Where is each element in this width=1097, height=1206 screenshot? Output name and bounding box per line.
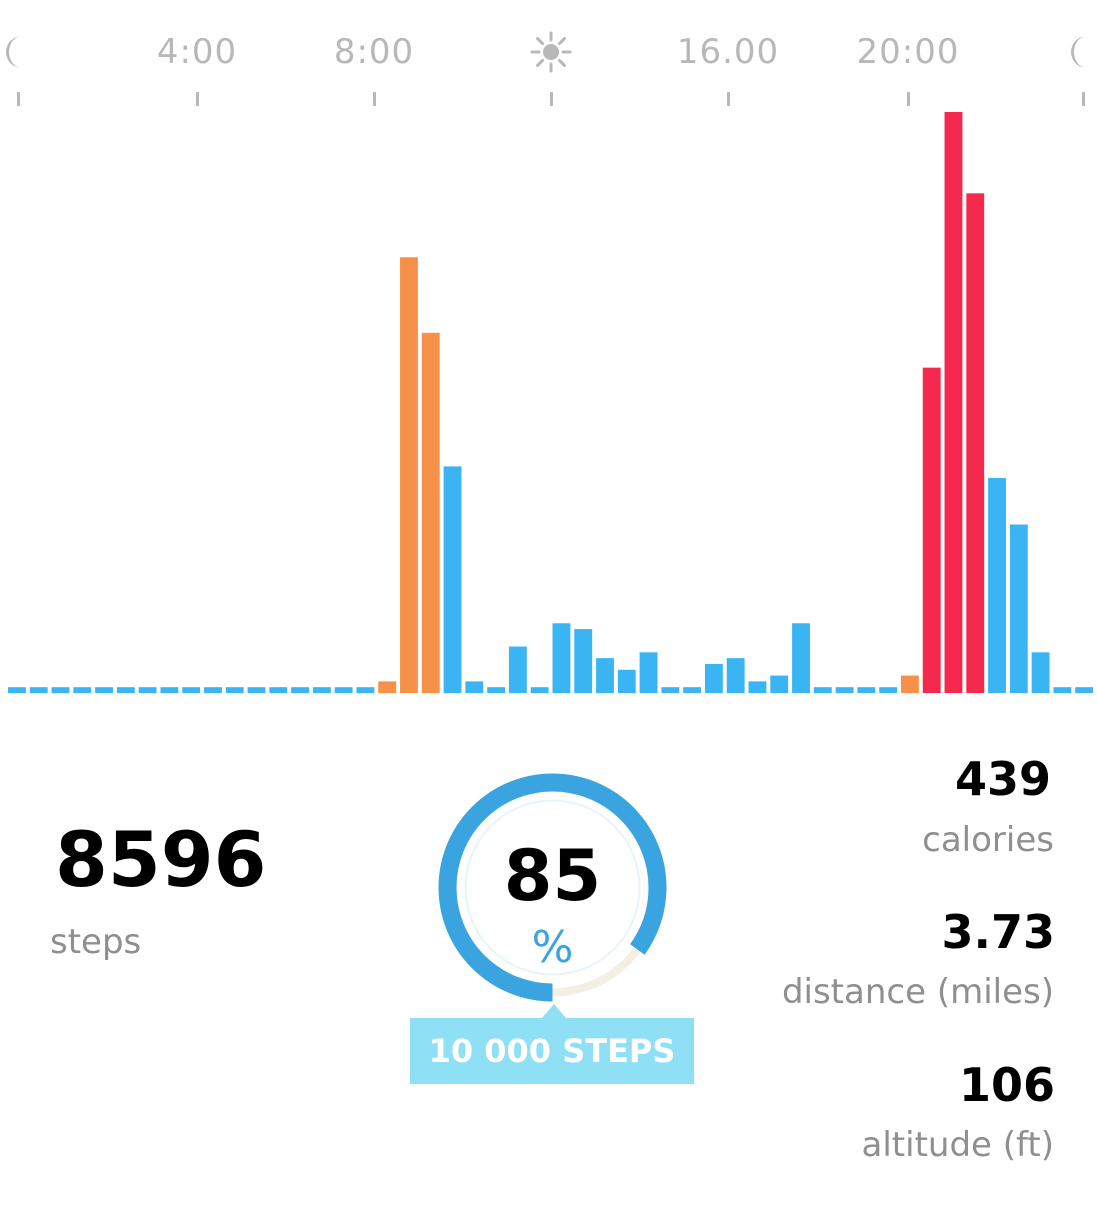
step-bar — [879, 687, 898, 693]
step-bar — [138, 687, 157, 693]
moon-icon — [6, 36, 22, 68]
steps-bar-chart — [8, 112, 1094, 693]
step-bar — [530, 687, 549, 693]
step-bar — [574, 629, 593, 693]
time-tick-mark — [1082, 92, 1085, 106]
goal-percent-sign: % — [531, 922, 574, 973]
step-bar — [182, 687, 201, 693]
step-bar — [8, 687, 26, 693]
step-bar — [465, 681, 484, 693]
altitude-value: 106 — [958, 1058, 1055, 1112]
sun-icon — [530, 31, 572, 73]
time-tick-label: 20:00 — [856, 32, 960, 72]
goal-target-label: 10 000 STEPS — [428, 1032, 676, 1070]
step-bar — [617, 669, 636, 693]
step-bar — [944, 112, 963, 693]
step-bar — [704, 663, 723, 693]
step-bar — [988, 478, 1006, 693]
step-bar — [1031, 652, 1050, 693]
step-bar — [770, 675, 789, 693]
time-tick-mark — [907, 92, 910, 106]
step-bar — [661, 687, 680, 693]
step-bar — [508, 646, 527, 693]
step-bar — [334, 687, 353, 693]
step-bar — [813, 687, 832, 693]
step-bar — [160, 687, 179, 693]
step-bar — [683, 687, 702, 693]
step-bar — [378, 681, 397, 693]
step-bar — [596, 658, 614, 693]
step-bar — [73, 687, 92, 693]
step-bar — [1009, 524, 1028, 693]
calories-label: calories — [922, 820, 1054, 860]
step-bar — [922, 367, 941, 693]
step-bar — [421, 332, 440, 693]
goal-progress-ring — [438, 773, 667, 1002]
goal-badge: 10 000 STEPS — [410, 1018, 694, 1084]
goal-percent-value: 85 — [503, 835, 602, 917]
step-bar — [900, 675, 919, 693]
time-tick-mark — [550, 92, 553, 106]
step-bar — [95, 687, 113, 693]
step-bar — [552, 623, 571, 693]
step-bar — [51, 687, 70, 693]
step-bar — [639, 652, 658, 693]
step-bar — [225, 687, 244, 693]
step-bar — [247, 687, 266, 693]
time-tick-label: 8:00 — [333, 32, 415, 72]
time-tick-label: 16.00 — [676, 32, 780, 72]
step-bar — [792, 623, 810, 693]
step-bar — [400, 257, 418, 693]
step-bar — [291, 687, 309, 693]
timeline-axis: 4:00 8:00 16.00 20:00 — [0, 0, 1097, 120]
steps-label: steps — [50, 922, 142, 962]
step-bar — [726, 658, 745, 693]
goal-badge-pointer — [542, 1004, 566, 1018]
time-tick-mark — [727, 92, 730, 106]
steps-value: 8596 — [55, 815, 267, 904]
step-bar — [857, 687, 876, 693]
goal-ring-progress — [438, 773, 667, 1002]
step-bar — [966, 193, 985, 693]
step-bar — [443, 466, 462, 693]
distance-label: distance (miles) — [781, 972, 1054, 1012]
step-bar — [312, 687, 331, 693]
step-bar — [356, 687, 375, 693]
distance-value: 3.73 — [941, 905, 1056, 959]
calories-value: 439 — [954, 752, 1051, 806]
moon-icon — [1071, 36, 1087, 68]
goal-ring-inner — [464, 799, 641, 976]
step-bar — [1075, 687, 1094, 693]
step-bar — [29, 687, 48, 693]
time-tick-mark — [17, 92, 20, 106]
step-bar — [487, 687, 506, 693]
altitude-label: altitude (ft) — [861, 1125, 1054, 1165]
step-bar — [204, 687, 222, 693]
step-bar — [835, 687, 854, 693]
step-bar — [116, 687, 135, 693]
step-bar — [1053, 687, 1072, 693]
time-tick-mark — [373, 92, 376, 106]
time-tick-label: 4:00 — [156, 32, 238, 72]
step-bar — [748, 681, 767, 693]
time-tick-mark — [196, 92, 199, 106]
step-bar — [269, 687, 288, 693]
